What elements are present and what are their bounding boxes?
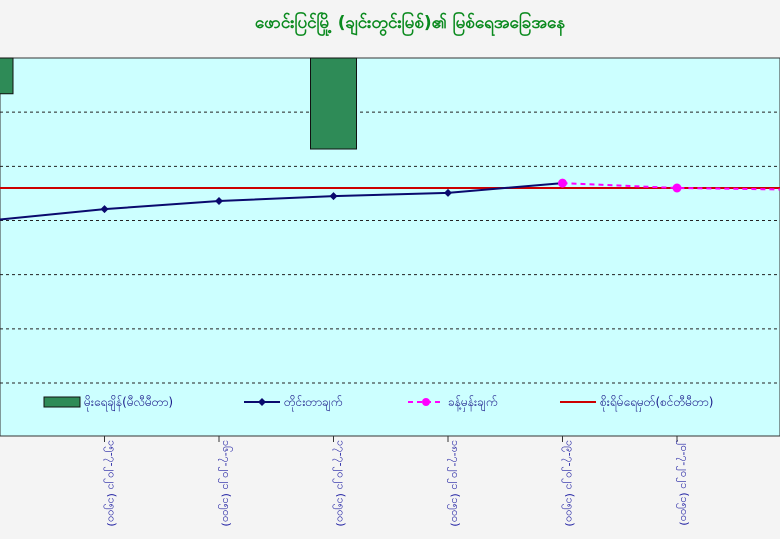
x-tick-label: ၁၆-၇-၂၀၂၁ (၁၅၀၀) [218,440,233,527]
x-axis-ticks: ၁၅-၇-၂၀၂၁ (၁၅၀၀) ၁၆-၇-၂၀၂၁ (၁၅၀၀) ၁၇-၇-၂၀၂… [104,436,692,527]
plot-area [0,58,780,436]
x-tick-label: ၁၇-၇-၂၀၂၁ (၁၅၀၀) [333,440,348,527]
x-tick-label: ၂၀-၇-၂၀၂၁ (၁၅၀၀) [676,440,691,526]
legend-marker [422,398,430,406]
rainfall-bar [0,58,13,94]
x-tick-label: ၁၈-၇-၂၀၂၁ (၁၅၀၀) [447,440,462,527]
plot-layer [0,58,780,436]
rainfall-bar [311,58,357,149]
legend-swatch [44,397,80,407]
chart-title: ဖောင်းပြင်မြို့ (ချင်းတွင်းမြစ်)၏ မြစ်ရေ… [255,10,565,37]
forecast-point [558,179,567,188]
forecast-point [673,184,682,193]
x-tick-label: ၁၅-၇-၂၀၂၁ (၁၅၀၀) [104,440,119,527]
x-tick-label: ၁၉-၇-၂၀၂၁ (၁၅၀၀) [562,440,577,527]
